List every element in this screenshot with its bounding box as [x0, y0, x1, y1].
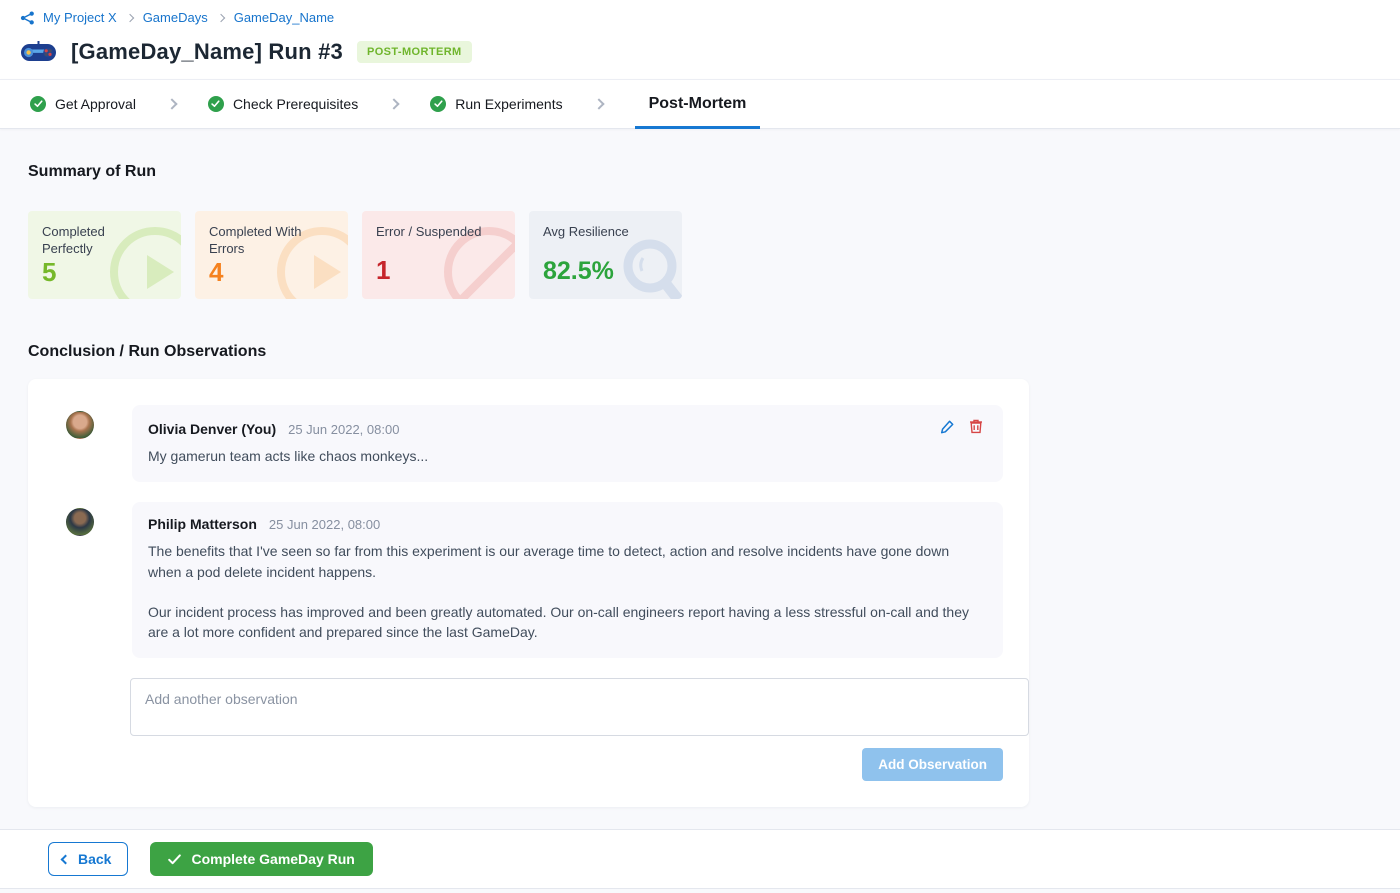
- add-observation-row: Add Observation: [54, 748, 1003, 782]
- tab-label: Get Approval: [55, 96, 136, 112]
- comment-header: Olivia Denver (You) 25 Jun 2022, 08:00: [148, 419, 983, 437]
- comment-timestamp: 25 Jun 2022, 08:00: [288, 422, 400, 437]
- tab-label: Run Experiments: [455, 96, 563, 112]
- back-button[interactable]: Back: [48, 842, 129, 876]
- edit-icon[interactable]: [940, 419, 955, 434]
- title-row: [GameDay_Name] Run #3 POST-MORTERM: [20, 39, 1380, 65]
- breadcrumb-item-gamedays[interactable]: GameDays: [142, 10, 208, 25]
- observations-card: Olivia Denver (You) 25 Jun 2022, 08:00: [28, 379, 1029, 808]
- stat-card-completed-with-errors: Completed With Errors 4: [195, 211, 348, 299]
- stat-label: Completed With Errors: [209, 224, 302, 256]
- page-title: [GameDay_Name] Run #3: [71, 39, 343, 64]
- chevron-right-icon: [592, 98, 605, 110]
- run-steps-tabbar: Get Approval Check Prerequisites Run Exp…: [0, 79, 1400, 129]
- avatar: [66, 411, 94, 439]
- play-circle-watermark-icon: [274, 224, 348, 299]
- ban-circle-watermark-icon: [441, 224, 515, 299]
- chevron-left-icon: [60, 854, 71, 864]
- tab-label: Check Prerequisites: [232, 96, 359, 112]
- share-icon: [20, 10, 35, 25]
- tab-label: Post-Mortem: [648, 95, 747, 112]
- status-badge: POST-MORTERM: [356, 41, 472, 63]
- observation-comment: Olivia Denver (You) 25 Jun 2022, 08:00: [54, 405, 1003, 483]
- comment-bubble: Philip Matterson 25 Jun 2022, 08:00 The …: [132, 502, 1003, 659]
- observation-comment: Philip Matterson 25 Jun 2022, 08:00 The …: [54, 502, 1003, 659]
- comment-author: Philip Matterson: [148, 516, 257, 533]
- stat-value: 5: [42, 257, 57, 288]
- comment-paragraph: The benefits that I've seen so far from …: [148, 543, 950, 580]
- breadcrumb-item-project[interactable]: My Project X: [43, 10, 117, 25]
- comment-author: Olivia Denver (You): [148, 421, 277, 437]
- stat-value: 1: [376, 255, 391, 285]
- tab-post-mortem[interactable]: Post-Mortem: [634, 80, 761, 129]
- stat-label: Completed Perfectly: [42, 224, 105, 256]
- chevron-right-icon: [166, 98, 178, 110]
- stat-card-error-suspended: Error / Suspended 1: [362, 211, 515, 299]
- back-button-label: Back: [78, 851, 112, 867]
- page-header: My Project X GameDays GameDay_Name: [0, 0, 1400, 79]
- summary-cards: Completed Perfectly 5 Completed With Err…: [28, 211, 1372, 299]
- comment-body: My gamerun team acts like chaos monkeys.…: [148, 446, 983, 466]
- comment-header: Philip Matterson 25 Jun 2022, 08:00: [148, 516, 983, 532]
- comment-paragraph: My gamerun team acts like chaos monkeys.…: [148, 448, 429, 464]
- stat-label: Avg Resilience: [543, 224, 629, 239]
- gamepad-icon: [20, 40, 57, 64]
- footer-bar: Back Complete GameDay Run: [0, 829, 1400, 889]
- main-content: Summary of Run Completed Perfectly 5 Com…: [0, 129, 1400, 829]
- add-observation-input[interactable]: [130, 678, 1029, 737]
- comment-body: The benefits that I've seen so far from …: [148, 541, 983, 642]
- comment-bubble: Olivia Denver (You) 25 Jun 2022, 08:00: [132, 405, 1003, 483]
- check-icon: [168, 853, 182, 865]
- stat-card-completed-perfectly: Completed Perfectly 5: [28, 211, 181, 299]
- check-circle-icon: [30, 96, 46, 112]
- check-circle-icon: [207, 96, 224, 112]
- tab-get-approval[interactable]: Get Approval: [30, 80, 136, 128]
- magnifier-watermark-icon: [616, 234, 682, 299]
- complete-button-label: Complete GameDay Run: [191, 851, 355, 867]
- stat-value: 82.5%: [543, 257, 614, 285]
- chevron-right-icon: [388, 98, 400, 110]
- check-circle-icon: [430, 96, 447, 112]
- comment-timestamp: 25 Jun 2022, 08:00: [268, 517, 381, 533]
- chevron-right-icon: [216, 13, 225, 22]
- delete-icon[interactable]: [969, 419, 983, 434]
- stat-value: 4: [209, 257, 224, 288]
- summary-heading: Summary of Run: [28, 163, 157, 180]
- breadcrumb: My Project X GameDays GameDay_Name: [20, 10, 1380, 25]
- observations-heading: Conclusion / Run Observations: [28, 343, 267, 360]
- chevron-right-icon: [125, 13, 134, 22]
- add-observation-button[interactable]: Add Observation: [862, 748, 1003, 782]
- tab-check-prerequisites[interactable]: Check Prerequisites: [207, 80, 359, 128]
- breadcrumb-item-gameday-name[interactable]: GameDay_Name: [233, 10, 335, 25]
- comment-actions: [940, 419, 983, 434]
- complete-gameday-run-button[interactable]: Complete GameDay Run: [150, 842, 373, 876]
- tab-run-experiments[interactable]: Run Experiments: [430, 80, 563, 128]
- comment-paragraph: Our incident process has improved and be…: [148, 603, 970, 641]
- play-circle-watermark-icon: [107, 224, 181, 299]
- avatar: [66, 508, 94, 537]
- stat-card-avg-resilience: Avg Resilience 82.5%: [529, 211, 682, 299]
- stat-label: Error / Suspended: [376, 224, 482, 239]
